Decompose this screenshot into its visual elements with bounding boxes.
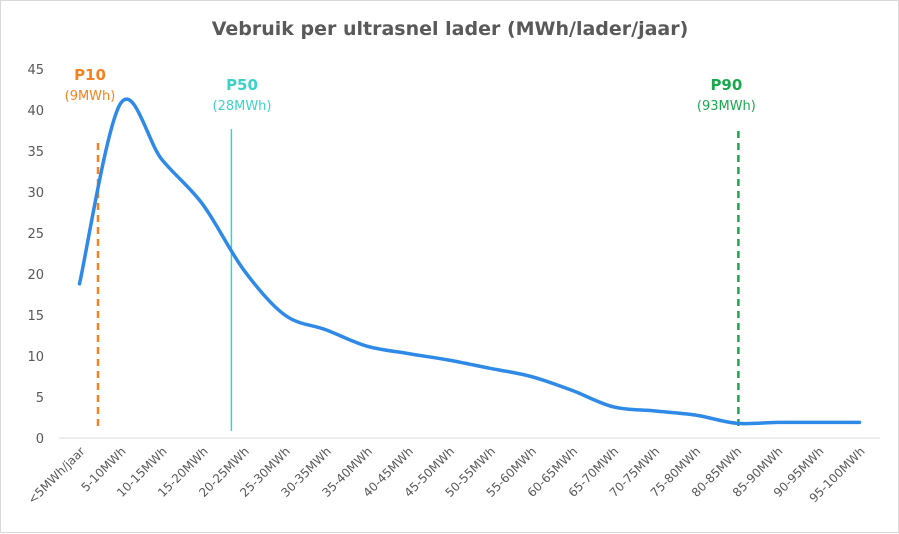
series-line [77,97,862,426]
y-tick-label: 10 [27,350,44,365]
y-tick-label: 20 [27,268,44,283]
y-tick-label: 0 [36,432,44,447]
y-tick-label: 5 [36,391,44,406]
chart-title: Vebruik per ultrasnel lader (MWh/lader/j… [212,18,689,40]
y-tick-label: 15 [27,309,44,324]
y-tick-label: 25 [27,227,44,242]
marker-label-p10: P10 [74,66,106,84]
marker-value-p90: (93MWh) [697,99,756,114]
y-tick-label: 30 [27,186,44,201]
x-axis: <5MWh/jaar5-10MWh10-15MWh15-20MWh20-25MW… [25,444,868,507]
x-tick-label: <5MWh/jaar [25,444,88,507]
marker-label-p50: P50 [226,76,258,94]
marker-value-p10: (9MWh) [65,89,116,104]
marker-label-p90: P90 [710,76,742,94]
y-axis: 0 5 10 15 20 25 30 35 40 45 [27,63,44,447]
percentile-markers: P10 (9MWh) P50 (28MWh) P90 (93MWh) [65,66,756,431]
y-tick-label: 45 [27,63,44,78]
series-layer [77,97,862,426]
y-tick-label: 40 [27,104,44,119]
y-tick-label: 35 [27,145,44,160]
marker-value-p50: (28MWh) [213,99,272,114]
